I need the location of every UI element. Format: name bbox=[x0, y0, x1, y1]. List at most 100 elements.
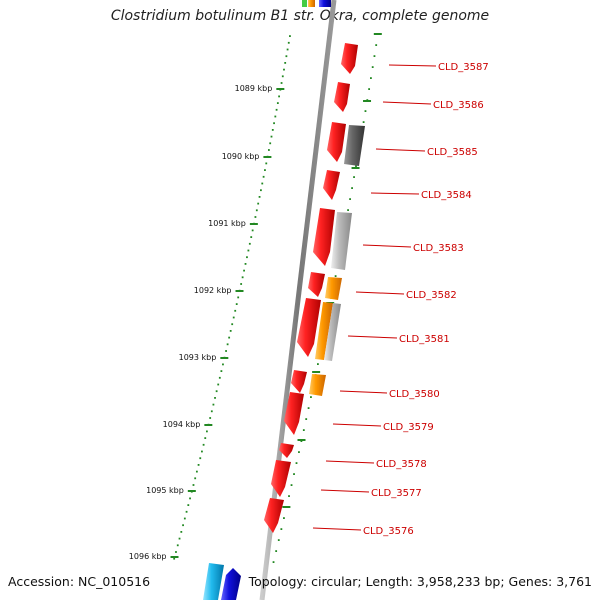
gene-cld-3581 bbox=[297, 298, 321, 357]
gene-label: CLD_3581 bbox=[399, 334, 450, 345]
genome-summary-text: Topology: circular; Length: 3,958,233 bp… bbox=[248, 574, 592, 589]
gene-leader-line bbox=[370, 192, 420, 195]
ruler-dot bbox=[240, 283, 243, 285]
ruler-dot bbox=[285, 55, 288, 58]
outer-dot bbox=[349, 198, 351, 200]
outer-dot bbox=[300, 440, 303, 442]
gene-cld-3585 bbox=[327, 122, 346, 162]
gene-cld-3586 bbox=[334, 82, 350, 112]
kbp-tick-label: 1093 kbp bbox=[179, 353, 217, 362]
gene-cld-3583-pair bbox=[331, 212, 352, 270]
ruler-dot bbox=[194, 477, 197, 480]
ruler-dot bbox=[273, 122, 275, 125]
gene-label: CLD_3587 bbox=[438, 62, 489, 73]
ruler-dot bbox=[228, 336, 231, 339]
ruler-dot bbox=[258, 196, 261, 198]
ruler-dot bbox=[210, 410, 213, 413]
gene-cld-3582-pair bbox=[325, 277, 342, 300]
ruler-dot bbox=[287, 41, 290, 44]
ruler-dot bbox=[261, 182, 264, 185]
outer-dot bbox=[362, 121, 365, 123]
ruler-dot bbox=[243, 269, 245, 272]
ruler-dot bbox=[281, 75, 284, 78]
outer-dot bbox=[355, 165, 357, 167]
gene-label: CLD_3583 bbox=[413, 243, 464, 254]
ruler-dot bbox=[176, 544, 179, 547]
gene-cld-3581-orange bbox=[315, 302, 333, 360]
outer-dot bbox=[298, 451, 300, 453]
ruler-dot bbox=[226, 343, 229, 346]
ruler-dot bbox=[289, 35, 291, 37]
ruler-dot bbox=[229, 330, 232, 332]
gene-cld-3587 bbox=[341, 43, 358, 74]
kbp-tick-label: 1091 kbp bbox=[208, 219, 246, 228]
ruler-dot bbox=[215, 390, 218, 393]
gene-leader-line bbox=[332, 423, 382, 427]
gene-cld-3581-gray bbox=[324, 303, 341, 361]
gene-top-blue bbox=[319, 0, 331, 7]
ruler-dot bbox=[231, 323, 234, 326]
outer-dot bbox=[280, 528, 283, 530]
gene-label: CLD_3578 bbox=[376, 459, 427, 470]
gene-label: CLD_3584 bbox=[421, 190, 472, 201]
outer-dot bbox=[347, 209, 349, 211]
kbp-ruler bbox=[173, 35, 291, 560]
gene-bottom-cyan bbox=[203, 563, 224, 600]
ruler-dot bbox=[182, 524, 184, 527]
ruler-dot bbox=[214, 397, 216, 399]
ruler-dot bbox=[220, 370, 223, 372]
ruler-dot bbox=[254, 216, 257, 218]
ruler-dot bbox=[183, 517, 186, 520]
outer-dot bbox=[370, 77, 372, 79]
outer-dot bbox=[272, 561, 275, 563]
gene-leader-line bbox=[388, 64, 437, 67]
outer-dot bbox=[373, 55, 376, 57]
gene-bottom-blue bbox=[221, 568, 241, 600]
gene-label: CLD_3577 bbox=[371, 488, 422, 499]
gene-leader-line bbox=[362, 244, 412, 248]
ruler-dot bbox=[187, 504, 190, 506]
gene-leader-line bbox=[382, 101, 432, 105]
ruler-dot bbox=[185, 510, 188, 513]
gene-leader-line bbox=[325, 460, 375, 464]
ruler-dot bbox=[262, 175, 265, 178]
ruler-dot bbox=[276, 102, 279, 104]
ruler-dot bbox=[173, 557, 176, 560]
ruler-dot bbox=[284, 62, 287, 64]
ruler-dot bbox=[269, 142, 272, 145]
ruler-dot bbox=[244, 263, 247, 265]
ruler-dot bbox=[204, 437, 207, 439]
ruler-dot bbox=[255, 209, 258, 212]
kbp-tick-label: 1089 kbp bbox=[235, 84, 273, 93]
outer-dot bbox=[317, 363, 319, 365]
gene-leader-line bbox=[355, 291, 405, 295]
kbp-tick-label: 1095 kbp bbox=[146, 486, 184, 495]
ruler-dot bbox=[260, 189, 262, 192]
ruler-dot bbox=[209, 417, 212, 419]
ruler-dot bbox=[246, 256, 248, 259]
outer-dot bbox=[277, 539, 280, 541]
ruler-dot bbox=[192, 484, 195, 486]
ruler-dot bbox=[202, 443, 205, 446]
outer-dot bbox=[307, 407, 310, 409]
outer-dot bbox=[283, 517, 285, 519]
ruler-dot bbox=[271, 129, 274, 131]
outer-dot bbox=[293, 473, 295, 475]
gene-label: CLD_3579 bbox=[383, 422, 434, 433]
ruler-dot bbox=[250, 236, 253, 238]
ruler-dot bbox=[205, 430, 208, 433]
ruler-dot bbox=[274, 115, 277, 118]
ruler-dot bbox=[286, 48, 289, 51]
ruler-dot bbox=[199, 457, 202, 460]
outer-dot bbox=[368, 88, 371, 90]
ruler-dot bbox=[257, 202, 260, 205]
kbp-tick-label: 1096 kbp bbox=[129, 552, 167, 561]
outer-dot bbox=[302, 429, 305, 431]
ruler-dot bbox=[232, 316, 235, 319]
outer-dot bbox=[371, 66, 374, 68]
ruler-dot bbox=[275, 108, 278, 111]
gene-cld-3579 bbox=[284, 392, 304, 435]
ruler-dot bbox=[264, 169, 266, 171]
ruler-dot bbox=[248, 242, 251, 245]
ruler-dot bbox=[178, 537, 181, 540]
